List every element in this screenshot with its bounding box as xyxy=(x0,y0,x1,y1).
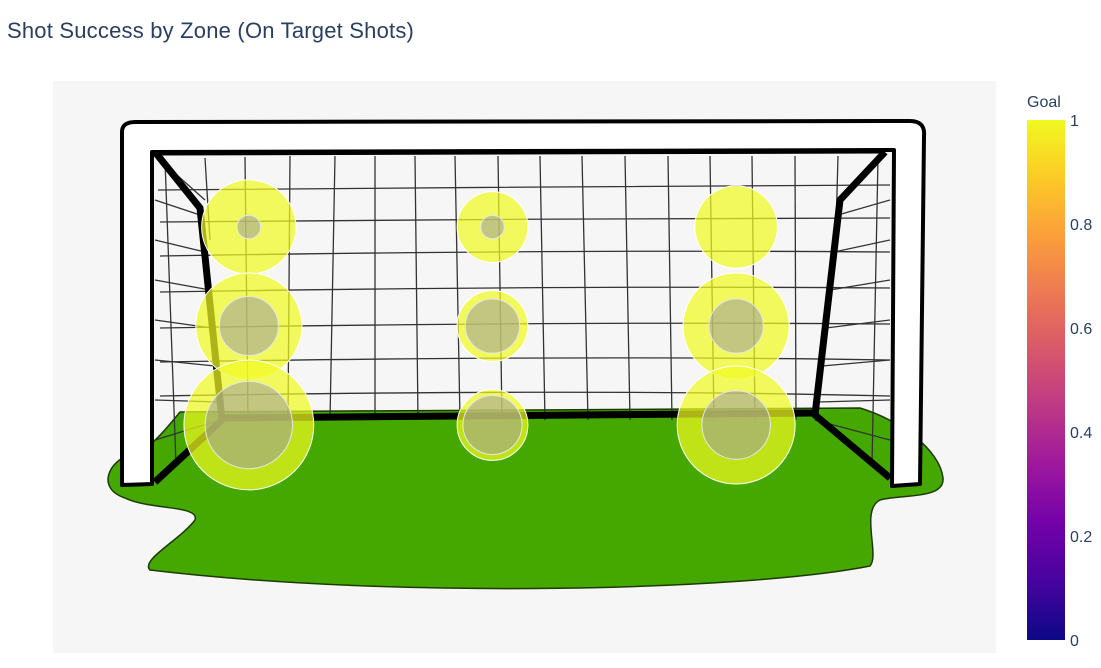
colorbar-tick-label: 0.6 xyxy=(1070,321,1092,338)
bubble-point[interactable] xyxy=(462,395,523,455)
goal-frame xyxy=(120,119,927,488)
colorbar-tick-label: 0.4 xyxy=(1070,425,1092,442)
bubble-point[interactable] xyxy=(236,214,262,240)
bubble-point[interactable] xyxy=(464,298,521,354)
colorbar-gradient xyxy=(1027,120,1065,640)
bubble-point[interactable] xyxy=(708,298,764,354)
bubble-layer xyxy=(183,179,796,491)
bubble-point[interactable] xyxy=(480,214,505,240)
colorbar-tick-label: 0 xyxy=(1070,633,1079,650)
bubble-point[interactable] xyxy=(694,185,778,269)
chart-title: Shot Success by Zone (On Target Shots) xyxy=(7,18,415,43)
colorbar-tick-label: 0.8 xyxy=(1070,217,1092,234)
colorbar-tick-label: 0.2 xyxy=(1070,529,1092,546)
colorbar-tick-label: 1 xyxy=(1070,113,1079,130)
colorbar-ticks: 0 0.2 0.4 0.6 0.8 1 xyxy=(1070,113,1092,650)
bubble-point[interactable] xyxy=(218,296,279,356)
colorbar: Goal 0 0.2 0.4 0.6 0.8 1 xyxy=(1027,94,1092,650)
bubble-point[interactable] xyxy=(701,390,771,460)
bubble-point[interactable] xyxy=(204,380,293,470)
colorbar-title: Goal xyxy=(1027,94,1061,111)
